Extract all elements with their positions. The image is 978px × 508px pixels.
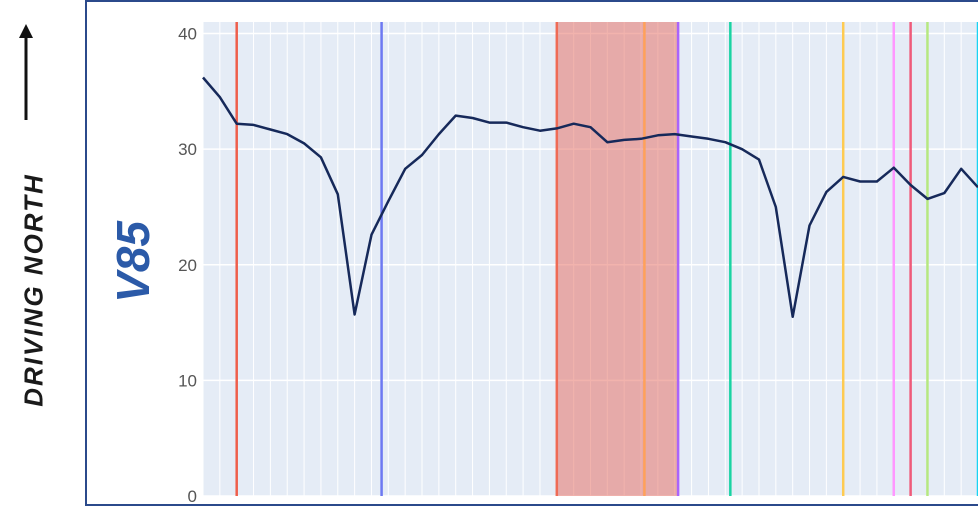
y-tick-label: 20 [178,256,197,275]
v85-series-line [202,76,978,319]
y-tick-label: 40 [178,25,197,44]
direction-label: DRIVING NORTH [0,0,60,508]
y-tick-label: 30 [178,140,197,159]
highlight-band [556,22,679,496]
north-arrow-icon [19,24,33,120]
y-tick-label: 0 [188,487,197,506]
chart-panel [85,0,978,506]
y-tick-label: 10 [178,371,197,390]
y-axis-label: V85 [107,221,159,303]
